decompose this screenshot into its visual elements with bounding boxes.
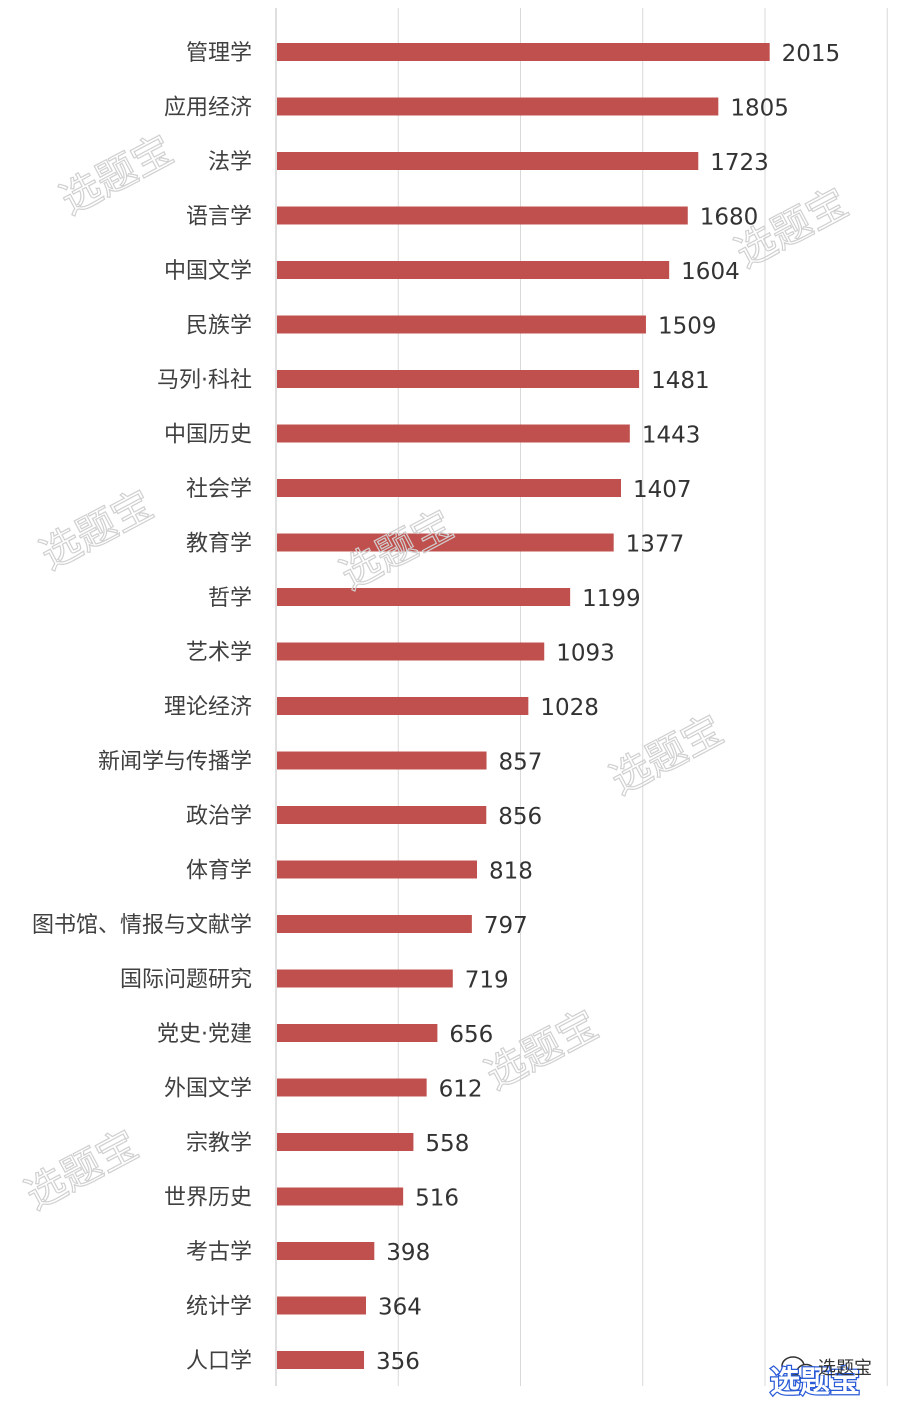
value-label-9: 1377 [626,532,685,558]
category-label-2: 法学 [208,150,252,175]
category-label-18: 党史·党建 [157,1022,252,1047]
value-label-24: 356 [376,1349,420,1375]
value-label-14: 856 [498,804,542,830]
category-label-12: 理论经济 [164,695,252,720]
logo-text: 选题宝 [770,1365,860,1400]
category-label-14: 政治学 [186,804,252,829]
category-label-6: 马列·科社 [157,368,252,393]
category-label-13: 新闻学与传播学 [98,750,252,775]
value-label-17: 719 [465,968,509,994]
value-label-1: 1805 [730,96,789,122]
category-label-23: 统计学 [186,1295,252,1320]
category-label-7: 中国历史 [164,423,252,448]
category-label-17: 国际问题研究 [120,968,252,993]
value-label-21: 516 [415,1186,459,1212]
category-label-22: 考古学 [186,1240,252,1265]
watermark-2: 选题宝 [33,482,161,579]
value-label-0: 2015 [782,41,841,67]
watermark-5: 选题宝 [478,1002,606,1099]
watermark-6: 选题宝 [18,1122,146,1219]
bar-10 [277,588,571,606]
bar-13 [277,751,487,770]
watermark-0: 选题宝 [53,127,181,224]
value-label-22: 398 [386,1240,430,1266]
value-label-12: 1028 [540,695,599,721]
category-label-1: 应用经济 [164,96,252,121]
bar-19 [277,1078,427,1097]
value-label-3: 1680 [700,205,759,231]
value-label-23: 364 [378,1295,422,1321]
category-label-3: 语言学 [186,205,252,230]
bar-17 [277,969,453,988]
wechat-icon [781,1356,816,1381]
bar-14 [277,806,487,824]
bar-23 [277,1296,366,1315]
value-label-8: 1407 [633,477,692,503]
category-label-5: 民族学 [186,314,252,339]
bar-18 [277,1024,438,1042]
grid-layer [275,8,888,1386]
value-label-13: 857 [499,750,543,776]
bar-layer [277,43,770,1369]
category-label-16: 图书馆、情报与文献学 [32,913,252,938]
value-label-15: 818 [489,859,533,885]
bar-21 [277,1187,404,1206]
category-label-4: 中国文学 [164,259,252,284]
bar-20 [277,1133,414,1151]
category-label-21: 世界历史 [164,1186,252,1211]
category-label-9: 教育学 [186,532,252,557]
value-label-10: 1199 [582,586,641,612]
category-label-15: 体育学 [186,859,252,884]
value-label-5: 1509 [658,314,717,340]
bar-0 [277,43,770,61]
bar-6 [277,370,640,388]
value-label-19: 612 [439,1077,483,1103]
logo-text-overlay: 选题宝 [818,1358,872,1379]
bar-7 [277,424,630,443]
bar-11 [277,642,545,661]
value-label-11: 1093 [556,641,615,667]
category-label-11: 艺术学 [186,641,252,666]
value-label-18: 656 [449,1022,493,1048]
value-label-4: 1604 [681,259,740,285]
bar-1 [277,97,719,116]
value-label-6: 1481 [651,368,710,394]
bar-4 [277,261,670,279]
category-label-19: 外国文学 [164,1077,252,1102]
watermark-1: 选题宝 [728,180,856,277]
watermark-3: 选题宝 [333,502,461,599]
category-label-0: 管理学 [186,41,252,66]
value-label-2: 1723 [710,150,769,176]
bar-2 [277,152,699,170]
category-label-10: 哲学 [208,586,252,611]
bar-22 [277,1242,375,1260]
category-label-20: 宗教学 [186,1131,252,1156]
value-label-16: 797 [484,913,528,939]
bar-12 [277,697,529,715]
watermark-4: 选题宝 [603,707,731,804]
category-label-8: 社会学 [186,477,252,502]
bar-8 [277,479,622,497]
bar-24 [277,1351,365,1369]
bar-3 [277,206,688,225]
value-label-7: 1443 [642,423,701,449]
bar-15 [277,860,478,879]
bar-5 [277,315,646,334]
bar-16 [277,915,472,933]
bar-9 [277,533,614,552]
value-label-20: 558 [425,1131,469,1157]
category-label-24: 人口学 [186,1349,252,1374]
label-layer: 管理学 2015 应用经济 1805 法学 1723 语言学 1680 中国文学 1604 民族学 1… [32,41,840,1375]
